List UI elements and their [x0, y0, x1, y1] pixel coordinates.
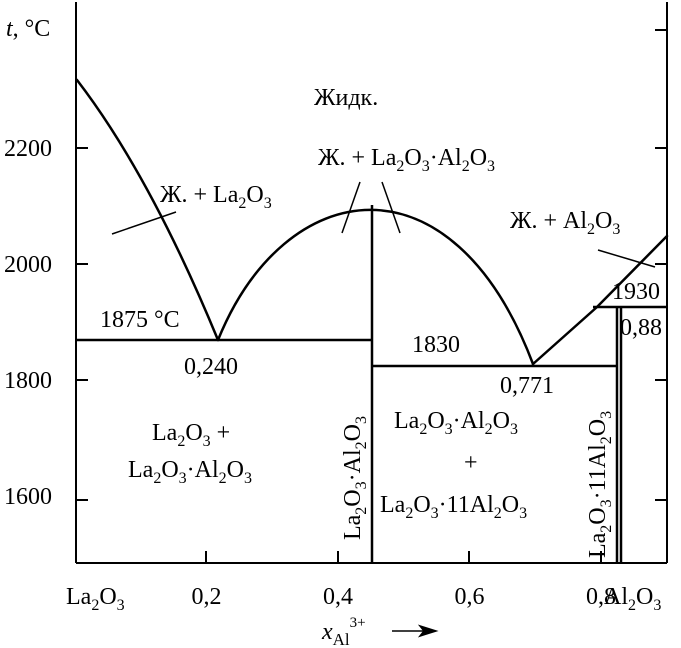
x-tick-label-0,8: 0,8	[586, 584, 616, 610]
phase-boundaries	[76, 205, 667, 563]
x-tick-label-0,4: 0,4	[323, 584, 353, 610]
leader-lines	[111, 181, 656, 268]
y-tick-label-2200: 2200	[4, 136, 52, 162]
y-tick-label-1600: 1600	[4, 484, 52, 510]
compound-label-la2o3-al2o3: La2O3·Al2O3	[340, 416, 370, 540]
x-axis-title: xAl3+	[321, 615, 366, 648]
liquidus-compound-dome	[216, 208, 535, 366]
y-tick-label-1800: 1800	[4, 368, 52, 394]
x-endpoint-al2o3: Al2O3	[604, 584, 661, 614]
label-liquid: Жидк.	[314, 85, 378, 111]
x-endpoint-la2o3: La2O3	[66, 584, 125, 614]
compound-label-la2o3-11al2o3: La2O3·11Al2O3	[585, 411, 615, 558]
y-ticks	[76, 29, 667, 501]
leader-liq-la2o3	[111, 211, 177, 235]
arrow-right-icon	[392, 624, 439, 638]
region-left-line2: La2O3·Al2O3	[128, 457, 252, 487]
region-left-line1: La2O3 +	[152, 420, 230, 450]
label-liquid-al2o3: Ж. + Al2O3	[510, 208, 620, 238]
leader-compound-right	[381, 181, 401, 234]
region-mid-line1: La2O3·Al2O3	[394, 408, 518, 438]
eutectic-left-x: 0,240	[184, 354, 238, 380]
peritectic-x: 0,88	[620, 315, 662, 341]
liquidus-la2o3-side	[75, 78, 220, 342]
x-tick-label-0,2: 0,2	[192, 584, 222, 610]
eutectic-right-temp: 1830	[412, 332, 460, 358]
label-liquid-la2o3: Ж. + La2O3	[160, 182, 272, 212]
region-mid-line2: La2O3·11Al2O3	[380, 492, 527, 522]
x-tick-label-0,6: 0,6	[455, 584, 485, 610]
eutectic-left-temp: 1875 °C	[100, 307, 180, 333]
label-liquid-compound: Ж. + La2O3·Al2O3	[318, 145, 495, 175]
svg-text:xAl3+: xAl3+	[321, 615, 366, 648]
peritectic-temp: 1930	[612, 279, 660, 305]
eutectic-right-x: 0,771	[500, 373, 554, 399]
y-tick-labels: 2200 2000 1800 1600	[4, 136, 52, 510]
x-ticks	[205, 551, 602, 563]
leader-liq-al2o3	[597, 249, 656, 268]
y-tick-label-2000: 2000	[4, 252, 52, 278]
leader-compound-left	[341, 181, 361, 234]
y-axis-title: t, °C	[6, 16, 50, 42]
region-mid-plus: +	[464, 450, 478, 476]
x-tick-labels: 0,2 0,4 0,6 0,8	[192, 584, 617, 610]
